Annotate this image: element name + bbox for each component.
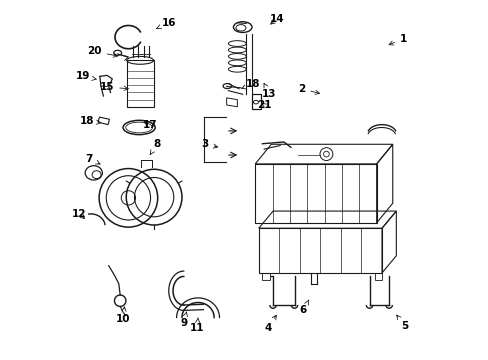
Text: 12: 12 bbox=[72, 209, 86, 219]
Text: 10: 10 bbox=[116, 307, 130, 324]
Text: 8: 8 bbox=[150, 139, 160, 154]
Text: 5: 5 bbox=[396, 315, 408, 332]
Text: 17: 17 bbox=[142, 120, 157, 130]
Text: 1: 1 bbox=[388, 34, 406, 45]
Text: 7: 7 bbox=[85, 154, 100, 164]
Text: 6: 6 bbox=[299, 300, 308, 315]
Text: 9: 9 bbox=[180, 312, 187, 328]
Text: 11: 11 bbox=[190, 318, 204, 333]
Text: 13: 13 bbox=[262, 83, 276, 99]
Text: 18: 18 bbox=[80, 116, 101, 126]
Text: 15: 15 bbox=[100, 82, 128, 92]
Text: 14: 14 bbox=[269, 14, 284, 24]
Text: 2: 2 bbox=[297, 84, 319, 94]
Text: 16: 16 bbox=[156, 18, 176, 29]
Text: 21: 21 bbox=[256, 100, 271, 110]
Text: 3: 3 bbox=[201, 139, 217, 149]
Bar bbox=[251, 94, 260, 109]
Text: 20: 20 bbox=[87, 46, 118, 57]
Text: 19: 19 bbox=[76, 71, 96, 81]
Text: 4: 4 bbox=[264, 315, 276, 333]
Text: 18: 18 bbox=[241, 78, 260, 89]
